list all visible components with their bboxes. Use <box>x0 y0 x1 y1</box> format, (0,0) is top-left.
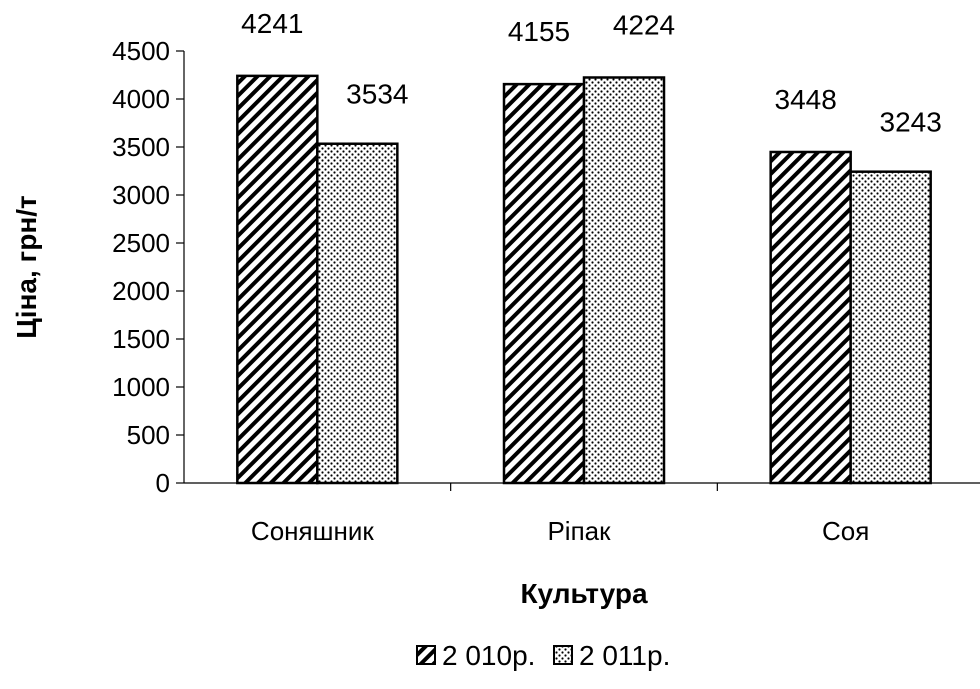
y-tick-label: 0 <box>156 468 170 498</box>
y-tick-label: 3000 <box>112 180 170 210</box>
y-axis-title: Ціна, грн/т <box>11 195 42 338</box>
data-label: 3243 <box>880 107 942 138</box>
data-label: 3448 <box>775 84 837 115</box>
x-axis: Соняшник Ріпак Соя <box>184 482 980 546</box>
y-tick-label: 1500 <box>112 324 170 354</box>
legend-swatch <box>416 645 436 665</box>
bar <box>236 74 319 485</box>
y-tick-label: 2000 <box>112 276 170 306</box>
bar <box>502 82 586 485</box>
bar <box>316 142 399 485</box>
y-tick-label: 1000 <box>112 372 170 402</box>
legend: 2 010р. 2 011р. <box>416 640 670 671</box>
x-axis-title: Культура <box>520 578 648 609</box>
x-tick-label: Соняшник <box>251 516 374 546</box>
data-label: 3534 <box>346 79 408 110</box>
y-tick-label: 4500 <box>112 36 170 66</box>
y-axis: 0 500 1000 1500 2000 2500 3000 3500 4000 4500 <box>112 36 185 498</box>
x-tick-label: Соя <box>822 516 869 546</box>
bar <box>582 76 666 485</box>
bar <box>849 170 932 485</box>
bars-group <box>236 74 932 485</box>
y-tick-label: 4000 <box>112 84 170 114</box>
y-tick-label: 500 <box>127 420 170 450</box>
y-tick-label: 2500 <box>112 228 170 258</box>
data-label: 4241 <box>241 8 303 39</box>
y-tick-label: 3500 <box>112 132 170 162</box>
legend-label: 2 010р. <box>442 640 535 671</box>
x-tick-label: Ріпак <box>547 516 611 546</box>
data-labels-group: 4241 3534 4155 4224 3448 3243 <box>241 8 942 138</box>
legend-label: 2 011р. <box>579 640 670 671</box>
data-label: 4224 <box>613 9 675 40</box>
legend-swatch <box>553 645 573 665</box>
data-label: 4155 <box>508 16 570 47</box>
bar <box>769 150 852 485</box>
